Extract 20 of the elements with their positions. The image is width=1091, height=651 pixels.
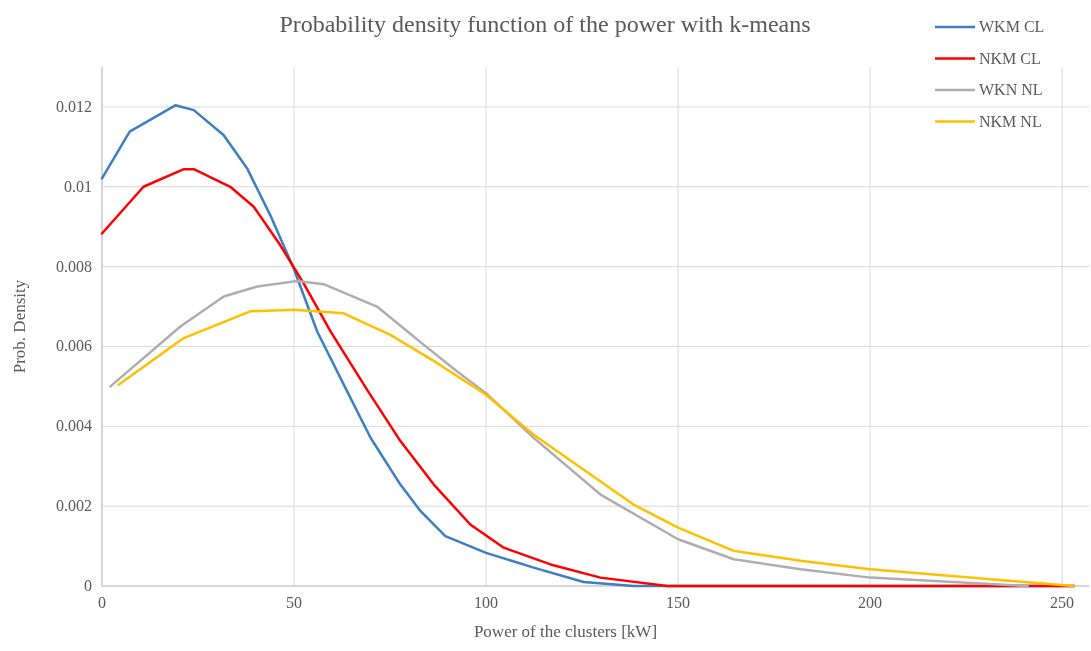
y-tick-label: 0: [84, 577, 92, 594]
y-tick-label: 0.012: [56, 97, 92, 115]
y-axis-title: Prob. Density: [10, 279, 29, 374]
legend-label: WKN NL: [979, 81, 1043, 98]
x-axis-title: Power of the clusters [kW]: [473, 622, 658, 641]
y-tick-label: 0.008: [56, 257, 92, 275]
x-tick-label: 100: [474, 594, 499, 611]
x-tick-label: 150: [666, 594, 691, 611]
legend-label: WKM CL: [979, 18, 1045, 35]
legend-label: NKM CL: [979, 49, 1041, 67]
x-tick-label: 50: [286, 594, 303, 611]
x-tick-label: 200: [858, 594, 883, 611]
y-tick-label: 0.004: [56, 417, 92, 435]
y-tick-label: 0.002: [56, 497, 92, 515]
legend-label: NKM NL: [979, 112, 1042, 130]
chart-title: Probability density function of the power with k-means: [279, 11, 811, 37]
x-tick-label: 0: [98, 594, 106, 611]
x-tick-label: 250: [1050, 594, 1075, 611]
y-tick-label: 0.006: [56, 337, 92, 355]
y-tick-label: 0.01: [64, 177, 92, 195]
